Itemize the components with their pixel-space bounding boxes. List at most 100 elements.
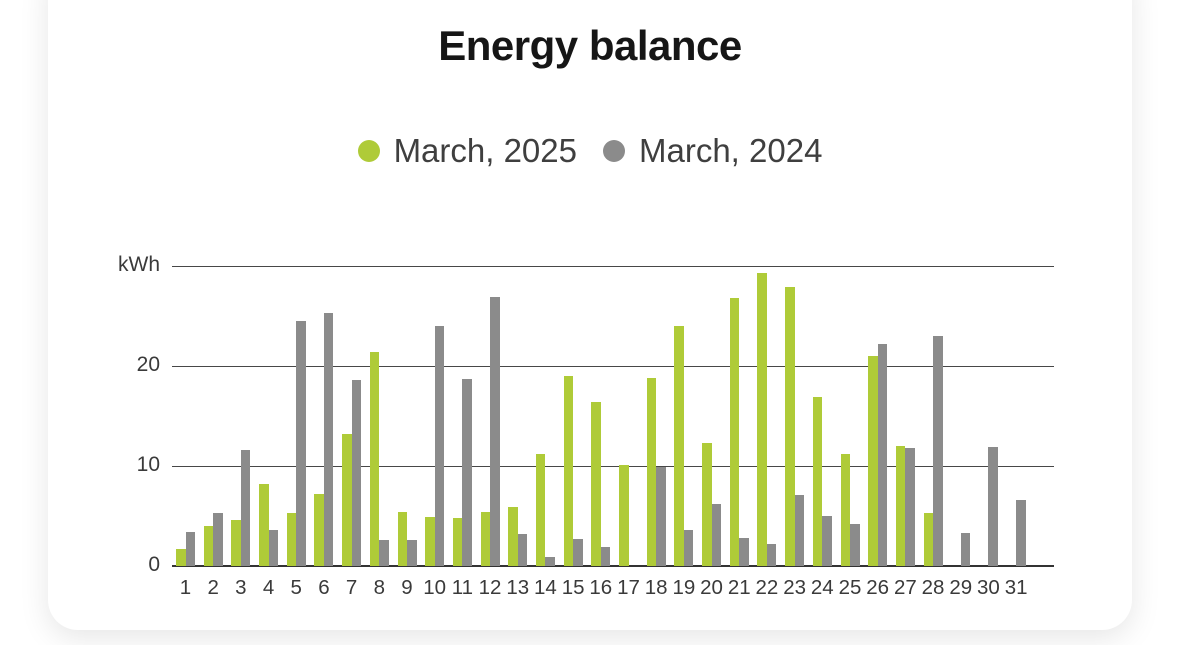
x-tick-label-25: 25 <box>838 576 862 599</box>
bar-march-2024-day-13 <box>517 534 528 566</box>
day-group-27: 27 <box>894 266 917 599</box>
bar-march-2024-day-27 <box>905 448 915 566</box>
bar-march-2025-day-13 <box>508 507 518 566</box>
day-group-15: 15 <box>562 266 585 599</box>
gridline-10 <box>172 465 1054 467</box>
bar-march-2025-day-21 <box>729 298 740 566</box>
legend-item-march-2024[interactable]: March, 2024 <box>603 132 822 170</box>
day-group-23: 23 <box>783 266 806 599</box>
bar-march-2024-day-15 <box>573 539 583 566</box>
bar-march-2025-day-9 <box>397 512 407 566</box>
bar-march-2024-day-19 <box>683 530 694 566</box>
bar-march-2024-day-18 <box>656 467 666 566</box>
day-group-10: 10 <box>423 266 446 599</box>
bar-march-2025-day-28 <box>923 513 934 566</box>
day-group-3: 3 <box>231 266 251 599</box>
day-group-4: 4 <box>259 266 279 599</box>
bar-march-2024-day-7 <box>351 380 362 566</box>
bar-march-2025-day-7 <box>342 434 352 566</box>
x-tick-label-20: 20 <box>700 576 723 599</box>
bar-march-2024-day-24 <box>822 516 832 566</box>
x-tick-label-22: 22 <box>755 576 779 599</box>
bar-march-2024-day-6 <box>323 313 334 566</box>
x-tick-label-23: 23 <box>783 576 807 599</box>
day-group-8: 8 <box>369 266 389 599</box>
bar-march-2025-day-20 <box>702 443 712 566</box>
day-group-31: 31 <box>1005 266 1028 599</box>
bar-march-2024-day-1 <box>185 532 195 566</box>
bar-march-2024-day-16 <box>600 547 611 566</box>
bar-march-2024-day-23 <box>794 495 805 566</box>
x-tick-label-8: 8 <box>373 576 386 599</box>
x-tick-label-24: 24 <box>810 576 834 599</box>
x-tick-label-17: 17 <box>617 576 640 599</box>
bar-march-2025-day-16 <box>591 402 601 566</box>
bar-march-2024-day-29 <box>960 533 971 566</box>
bar-march-2025-day-15 <box>563 376 574 566</box>
bar-march-2025-day-1 <box>176 549 186 566</box>
x-tick-label-5: 5 <box>290 576 302 599</box>
bar-march-2024-day-10 <box>434 326 445 566</box>
bar-march-2025-day-14 <box>535 454 546 566</box>
x-tick-label-29: 29 <box>949 576 973 599</box>
bar-march-2025-day-23 <box>785 287 795 566</box>
x-tick-label-18: 18 <box>644 576 668 599</box>
bar-march-2024-day-22 <box>766 544 777 566</box>
bar-march-2025-day-4 <box>259 484 269 566</box>
bar-march-2025-day-25 <box>840 454 850 566</box>
chart-title: Energy balance <box>438 22 742 69</box>
x-tick-label-21: 21 <box>727 576 751 599</box>
day-group-7: 7 <box>342 266 362 599</box>
x-tick-label-13: 13 <box>506 576 530 599</box>
bar-march-2025-day-2 <box>203 526 214 566</box>
legend-dot-green-icon <box>357 140 380 162</box>
day-group-1: 1 <box>176 266 195 599</box>
day-group-6: 6 <box>314 266 334 599</box>
day-group-29: 29 <box>949 266 972 599</box>
day-group-22: 22 <box>756 266 778 599</box>
day-group-9: 9 <box>397 266 417 599</box>
day-group-25: 25 <box>839 266 861 599</box>
bar-march-2024-day-4 <box>268 530 279 566</box>
bar-march-2024-day-3 <box>240 450 251 566</box>
y-tick-label-20: 20 <box>136 353 160 376</box>
bar-march-2025-day-24 <box>812 397 823 566</box>
bar-march-2024-day-11 <box>462 379 472 566</box>
x-tick-label-7: 7 <box>345 576 358 599</box>
plot-area: 1 2 3 4 5 6 7 8 9 10 11 12 13 14 15 16 17 18 19 20 21 22 23 24 2… <box>172 265 1054 599</box>
x-tick-label-3: 3 <box>235 576 247 599</box>
bar-march-2024-day-14 <box>545 557 555 566</box>
x-tick-label-9: 9 <box>401 576 413 599</box>
bar-march-2024-day-31 <box>1016 500 1026 566</box>
day-group-18: 18 <box>645 266 668 599</box>
bar-march-2025-day-19 <box>674 326 684 566</box>
bar-march-2025-day-6 <box>314 494 324 566</box>
x-tick-label-19: 19 <box>672 576 696 599</box>
y-tick-label-0: 0 <box>148 553 160 576</box>
x-tick-label-6: 6 <box>318 576 330 599</box>
x-tick-label-10: 10 <box>423 576 447 599</box>
day-group-24: 24 <box>811 266 834 599</box>
day-group-5: 5 <box>286 266 306 599</box>
y-axis-unit-label: kWh <box>118 253 160 276</box>
x-tick-label-14: 14 <box>534 576 557 599</box>
y-tick-label-10: 10 <box>136 453 160 476</box>
bar-march-2025-day-8 <box>369 352 380 566</box>
day-group-19: 19 <box>672 266 695 599</box>
day-group-21: 21 <box>728 266 751 599</box>
chart-card <box>48 0 1132 630</box>
bar-march-2025-day-11 <box>452 518 463 566</box>
day-group-16: 16 <box>589 266 612 599</box>
bar-march-2024-day-9 <box>407 540 417 566</box>
gridline-30 <box>172 265 1054 267</box>
legend-label-march-2024: March, 2024 <box>639 132 823 169</box>
bar-march-2025-day-5 <box>286 513 297 566</box>
bar-march-2024-day-21 <box>739 538 749 566</box>
bar-march-2024-day-12 <box>490 297 500 566</box>
x-tick-label-12: 12 <box>478 576 502 599</box>
bar-march-2025-day-10 <box>425 517 435 566</box>
bar-march-2024-day-28 <box>933 336 943 566</box>
legend-item-march-2025[interactable]: March, 2025 <box>357 132 577 170</box>
x-tick-label-4: 4 <box>262 576 275 599</box>
x-tick-label-26: 26 <box>866 576 890 599</box>
